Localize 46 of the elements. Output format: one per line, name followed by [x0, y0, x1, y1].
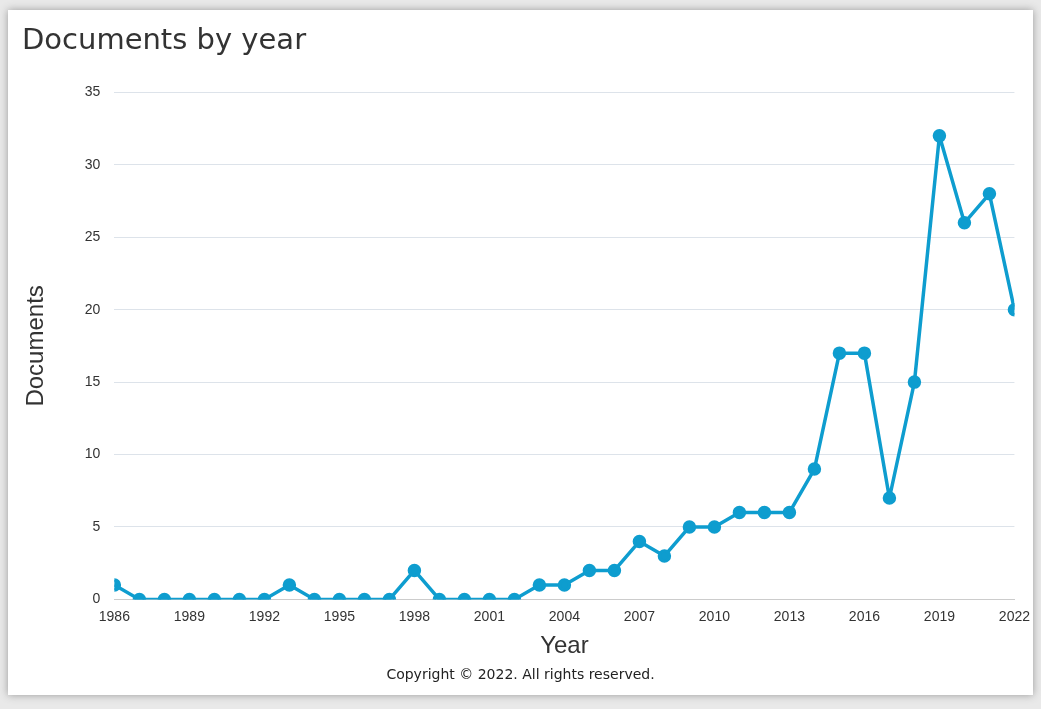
y-tick-label: 10 — [84, 445, 101, 462]
y-tick-label: 20 — [84, 300, 101, 317]
point — [932, 129, 947, 143]
x-tick-label: 2007 — [623, 607, 656, 624]
point — [682, 520, 697, 534]
point — [282, 578, 297, 592]
point — [857, 346, 872, 360]
x-tick-label: 2019 — [923, 607, 956, 624]
point — [907, 375, 922, 389]
x-tick-label: 2010 — [698, 607, 731, 624]
y-tick-label: 35 — [84, 83, 101, 100]
point — [557, 578, 572, 592]
point — [832, 346, 847, 360]
chart-title: Documents by year — [22, 22, 307, 56]
x-axis-title: Year — [540, 631, 589, 659]
point — [707, 520, 722, 534]
y-tick-label: 25 — [84, 228, 101, 245]
y-tick-label: 5 — [92, 517, 101, 534]
point — [782, 505, 797, 520]
point — [657, 549, 672, 563]
point — [582, 563, 597, 578]
x-tick-label: 2013 — [773, 607, 806, 624]
point — [882, 491, 897, 505]
y-tick-label: 30 — [84, 155, 101, 172]
point — [607, 563, 622, 578]
x-tick-label: 2016 — [848, 607, 881, 624]
x-tick-label: 1995 — [323, 607, 356, 624]
point — [632, 534, 647, 549]
point — [982, 187, 997, 201]
x-tick-label: 1989 — [173, 607, 206, 624]
x-tick-label: 2022 — [998, 607, 1031, 624]
x-tick-label: 2001 — [473, 607, 506, 624]
text: Copyright © 2022. All rights reserved. — [385, 666, 656, 682]
point — [407, 563, 422, 578]
point — [957, 216, 972, 230]
point — [732, 505, 747, 520]
x-tick-label: 1998 — [398, 607, 431, 624]
x-tick-label: 2004 — [548, 607, 581, 624]
point — [532, 578, 547, 592]
point — [807, 462, 822, 476]
y-tick-label: 15 — [84, 372, 101, 389]
x-tick-label: 1986 — [98, 607, 131, 624]
y-tick-label: 0 — [92, 590, 101, 607]
y-axis-title: Documents — [21, 285, 49, 407]
x-tick-label: 1992 — [248, 607, 281, 624]
point — [757, 505, 772, 520]
